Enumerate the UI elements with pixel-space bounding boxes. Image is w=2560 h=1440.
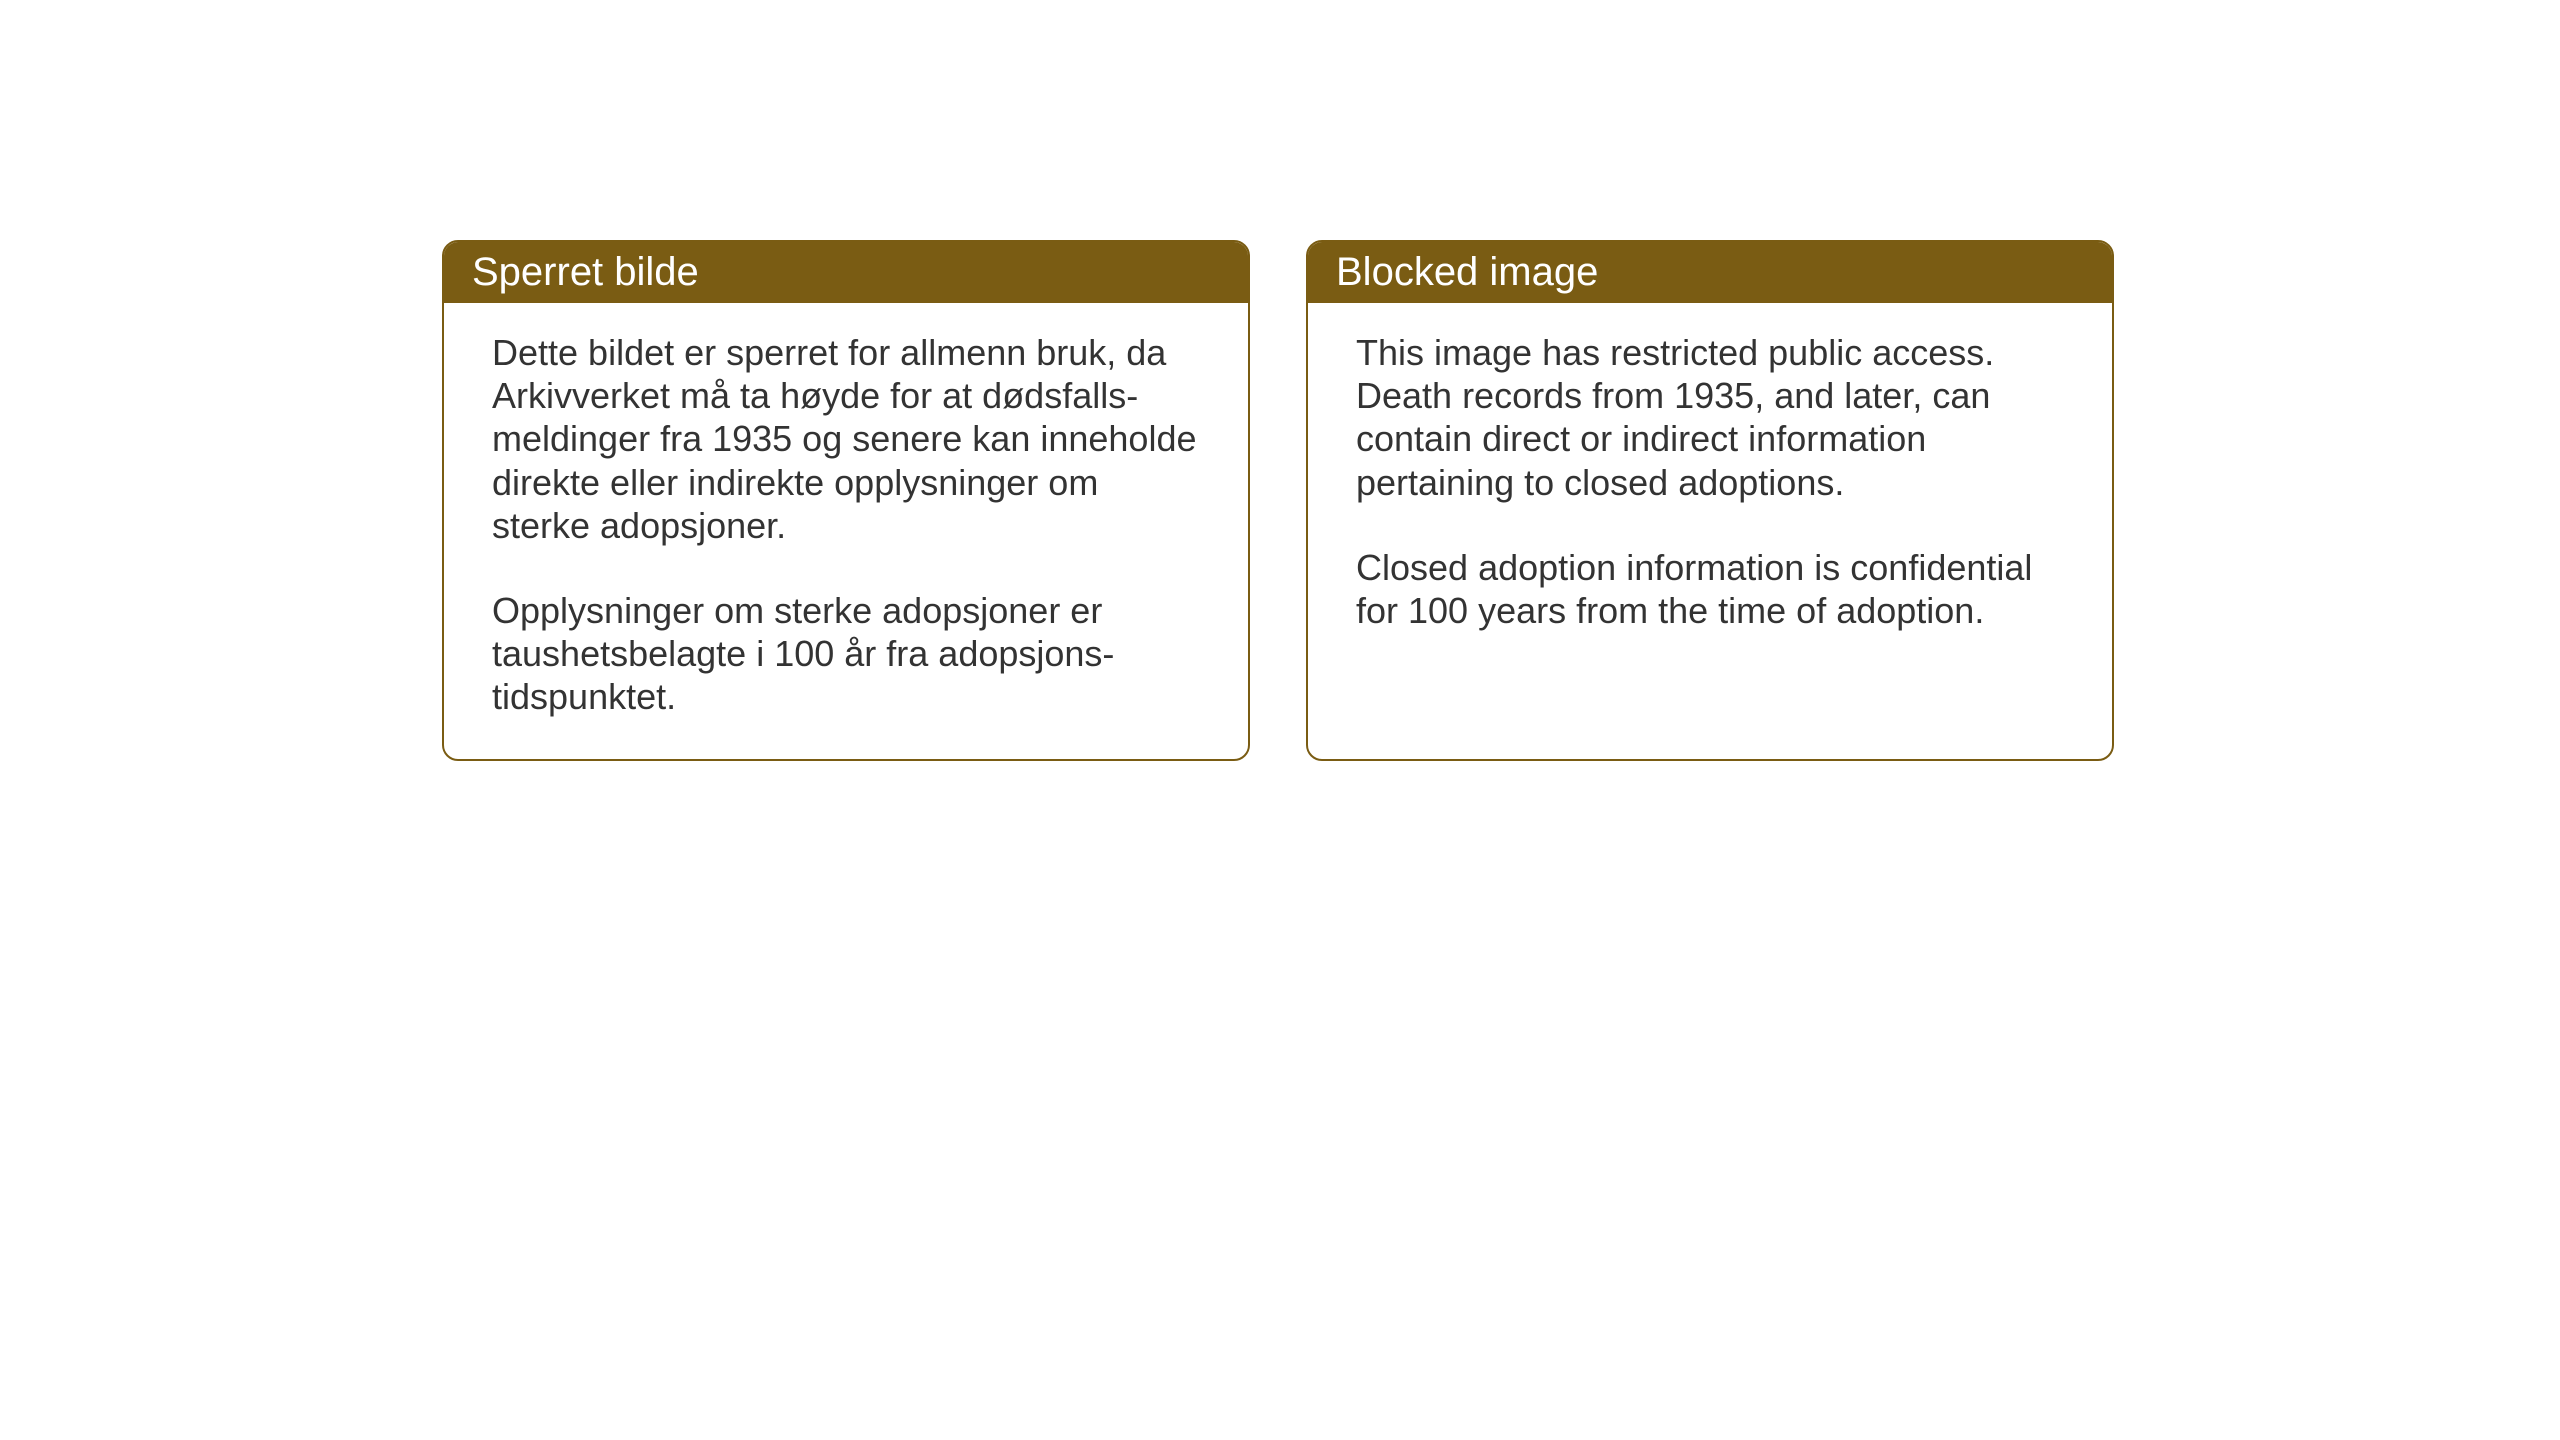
notice-title-norwegian: Sperret bilde [472, 250, 699, 294]
notice-card-english: Blocked image This image has restricted … [1306, 240, 2114, 761]
notice-body-norwegian: Dette bildet er sperret for allmenn bruk… [444, 303, 1248, 759]
notice-paragraph-2-norwegian: Opplysninger om sterke adopsjoner er tau… [492, 589, 1200, 719]
notice-paragraph-1-norwegian: Dette bildet er sperret for allmenn bruk… [492, 331, 1200, 547]
notice-container: Sperret bilde Dette bildet er sperret fo… [442, 240, 2114, 761]
notice-body-english: This image has restricted public access.… [1308, 303, 2112, 672]
notice-paragraph-1-english: This image has restricted public access.… [1356, 331, 2064, 504]
notice-header-norwegian: Sperret bilde [444, 242, 1248, 303]
notice-title-english: Blocked image [1336, 250, 1598, 294]
notice-header-english: Blocked image [1308, 242, 2112, 303]
notice-card-norwegian: Sperret bilde Dette bildet er sperret fo… [442, 240, 1250, 761]
notice-paragraph-2-english: Closed adoption information is confident… [1356, 546, 2064, 632]
